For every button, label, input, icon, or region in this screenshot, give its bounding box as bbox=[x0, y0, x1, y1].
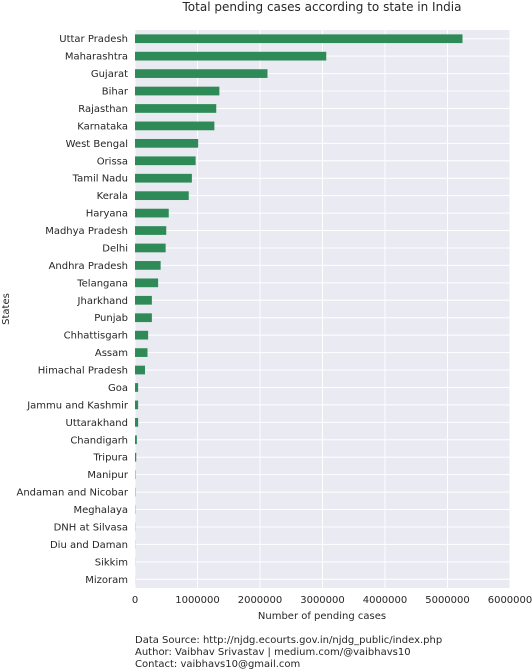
y-tick-label: Tripura bbox=[93, 453, 128, 464]
bar bbox=[135, 104, 217, 113]
bar bbox=[135, 121, 215, 131]
y-tick-label: Assam bbox=[95, 348, 128, 359]
bar bbox=[135, 86, 220, 96]
chart-title: Total pending cases according to state i… bbox=[182, 0, 462, 14]
contact-text: Contact: vaibhavs10@gmail.com bbox=[135, 659, 301, 670]
bar bbox=[135, 51, 327, 61]
y-tick-label: Mizoram bbox=[85, 575, 128, 586]
bar bbox=[135, 138, 199, 148]
y-tick-label: Rajasthan bbox=[78, 104, 128, 115]
y-tick-labels: Uttar Pradesh Maharashtra Gujarat Bihar Raja… bbox=[17, 34, 129, 586]
y-tick-label: Punjab bbox=[94, 313, 128, 324]
x-tick-label: 3000000 bbox=[300, 595, 345, 606]
y-tick-label: Himachal Pradesh bbox=[38, 366, 128, 377]
bar bbox=[135, 313, 152, 323]
bar bbox=[135, 173, 192, 183]
bar bbox=[135, 400, 139, 410]
bar bbox=[135, 295, 152, 305]
y-tick-label: Andhra Pradesh bbox=[49, 261, 128, 272]
y-tick-label: Telangana bbox=[76, 278, 128, 289]
bar bbox=[135, 435, 137, 445]
x-tick-label: 6000000 bbox=[488, 595, 532, 606]
y-tick-label: Goa bbox=[108, 383, 128, 394]
bar bbox=[135, 452, 137, 462]
y-tick-label: Kerala bbox=[97, 191, 128, 202]
y-tick-label: Madhya Pradesh bbox=[45, 226, 128, 237]
y-tick-label: Jammu and Kashmir bbox=[26, 400, 129, 411]
y-tick-label: Maharashtra bbox=[65, 52, 128, 63]
x-tick-labels: 0 1000000 2000000 3000000 4000000 5000000 6000… bbox=[132, 595, 532, 606]
x-tick-label: 4000000 bbox=[363, 595, 408, 606]
y-tick-label: Haryana bbox=[86, 209, 128, 220]
bar bbox=[135, 365, 145, 375]
bar bbox=[135, 208, 169, 218]
y-tick-label: Orissa bbox=[97, 156, 128, 167]
y-tick-label: Chhattisgarh bbox=[64, 331, 128, 342]
bar bbox=[135, 278, 159, 288]
bar bbox=[135, 226, 167, 235]
x-tick-label: 0 bbox=[132, 595, 138, 606]
bar bbox=[135, 417, 139, 427]
bar bbox=[135, 330, 149, 340]
y-tick-label: Tamil Nadu bbox=[72, 174, 128, 185]
y-tick-label: Chandigarh bbox=[70, 435, 128, 446]
bars bbox=[135, 34, 463, 584]
bar bbox=[135, 243, 166, 253]
y-tick-label: Karnataka bbox=[77, 121, 128, 132]
y-tick-label: Gujarat bbox=[91, 69, 128, 80]
y-tick-label: DNH at Silvasa bbox=[54, 522, 128, 533]
data-source-text: Data Source: http://njdg.ecourts.gov.in/… bbox=[135, 635, 443, 646]
bar bbox=[135, 34, 463, 44]
y-tick-label: Jharkhand bbox=[77, 296, 128, 307]
y-tick-label: Bihar bbox=[102, 87, 129, 98]
bar bbox=[135, 348, 148, 357]
author-text: Author: Vaibhav Srivastav | medium.com/@… bbox=[135, 647, 411, 658]
x-tick-label: 1000000 bbox=[175, 595, 220, 606]
y-tick-label: Uttarakhand bbox=[66, 418, 128, 429]
footer-credits: Data Source: http://njdg.ecourts.gov.in/… bbox=[135, 635, 442, 671]
y-tick-label: Meghalaya bbox=[73, 505, 128, 516]
bar bbox=[135, 156, 196, 166]
x-tick-label: 2000000 bbox=[238, 595, 283, 606]
bar bbox=[135, 69, 268, 78]
y-tick-label: Uttar Pradesh bbox=[59, 34, 128, 45]
bar bbox=[135, 191, 189, 201]
y-tick-label: Diu and Daman bbox=[50, 540, 128, 551]
y-axis-label: States bbox=[1, 293, 12, 325]
y-tick-label: Andaman and Nicobar bbox=[17, 488, 129, 499]
x-axis-label: Number of pending cases bbox=[258, 611, 386, 622]
y-tick-label: West Bengal bbox=[66, 139, 128, 150]
x-tick-label: 5000000 bbox=[425, 595, 470, 606]
bar bbox=[135, 383, 139, 392]
y-tick-label: Manipur bbox=[87, 470, 129, 481]
y-tick-label: Sikkim bbox=[95, 557, 128, 568]
y-tick-label: Delhi bbox=[102, 243, 128, 254]
bar bbox=[135, 261, 161, 270]
